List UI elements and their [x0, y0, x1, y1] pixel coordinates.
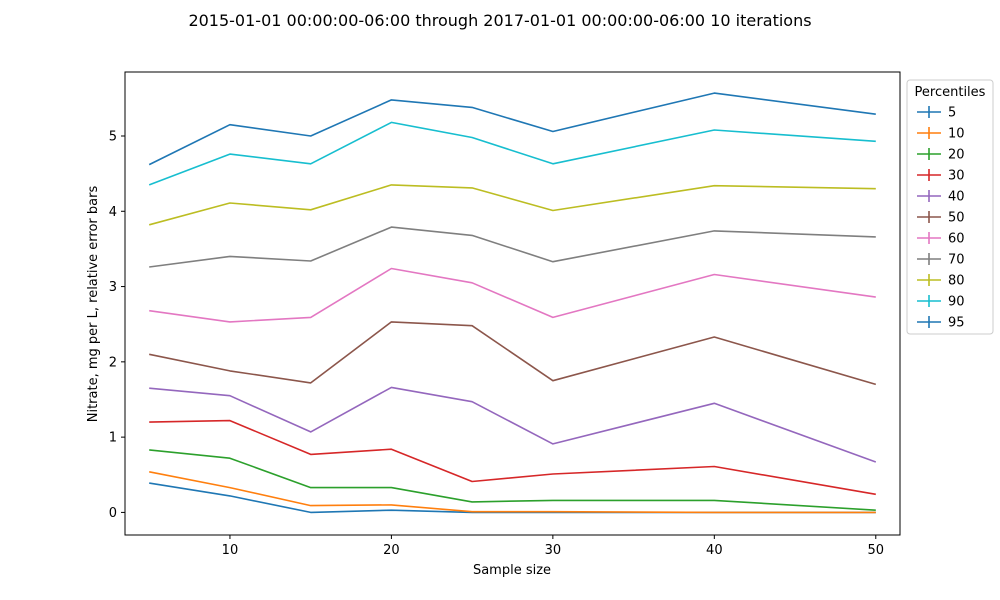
- series-line-20: [149, 449, 876, 511]
- legend-label: 95: [948, 316, 965, 331]
- x-tick-label: 10: [222, 543, 239, 558]
- legend-label: 30: [948, 169, 965, 184]
- legend-label: 80: [948, 274, 965, 289]
- plot-frame: [124, 71, 901, 536]
- series-line-80: [148, 184, 876, 226]
- y-tick-label: 5: [109, 129, 117, 144]
- series-line-70: [149, 226, 876, 268]
- legend-label: 10: [948, 127, 965, 142]
- series-line-30: [149, 419, 876, 496]
- legend-item-90: 90: [917, 295, 965, 310]
- legend-item-50: 50: [917, 211, 965, 226]
- legend-item-40: 40: [917, 190, 965, 205]
- series-line-10: [149, 471, 876, 514]
- legend-item-20: 20: [917, 148, 965, 163]
- legend-item-10: 10: [917, 127, 965, 142]
- series-line-5: [149, 482, 876, 514]
- y-tick-label: 3: [109, 280, 117, 295]
- series-line-40: [149, 386, 877, 463]
- legend-label: 40: [948, 190, 965, 205]
- legend-label: 90: [948, 295, 965, 310]
- plot-lines: [148, 92, 877, 514]
- legend-label: 60: [948, 232, 965, 247]
- legend-label: 70: [948, 253, 965, 268]
- legend-label: 20: [948, 148, 965, 163]
- legend-title: Percentiles: [915, 85, 986, 100]
- x-axis-label: Sample size: [473, 563, 551, 578]
- x-tick-label: 50: [868, 543, 885, 558]
- legend-item-95: 95: [917, 316, 965, 331]
- series-line-60: [149, 267, 876, 323]
- legend-item-80: 80: [917, 274, 965, 289]
- chart-title: 2015-01-01 00:00:00-06:00 through 2017-0…: [188, 11, 811, 30]
- x-tick-label: 20: [383, 543, 400, 558]
- legend-item-70: 70: [917, 253, 965, 268]
- y-tick-label: 4: [109, 205, 117, 220]
- y-tick-label: 1: [109, 431, 117, 446]
- y-axis-ticks: 0 1 2 3 4 5: [109, 129, 125, 521]
- legend-box: [906, 79, 994, 335]
- legend-label: 5: [948, 106, 956, 121]
- series-line-95: [148, 92, 876, 166]
- x-tick-label: 30: [545, 543, 562, 558]
- x-axis-ticks: 10 20 30 40 50: [222, 535, 884, 558]
- legend-label: 50: [948, 211, 965, 226]
- y-axis-label: Nitrate, mg per L, relative error bars: [86, 186, 101, 423]
- legend: Percentiles 5 10 20 30 40 50 60 70 80 90 95: [906, 79, 994, 335]
- series-line-90: [148, 121, 876, 186]
- y-tick-label: 0: [109, 506, 117, 521]
- legend-item-30: 30: [917, 169, 965, 184]
- x-tick-label: 40: [706, 543, 723, 558]
- legend-item-5: 5: [917, 106, 956, 121]
- legend-item-60: 60: [917, 232, 965, 247]
- series-line-50: [149, 321, 877, 386]
- y-tick-label: 2: [109, 355, 117, 370]
